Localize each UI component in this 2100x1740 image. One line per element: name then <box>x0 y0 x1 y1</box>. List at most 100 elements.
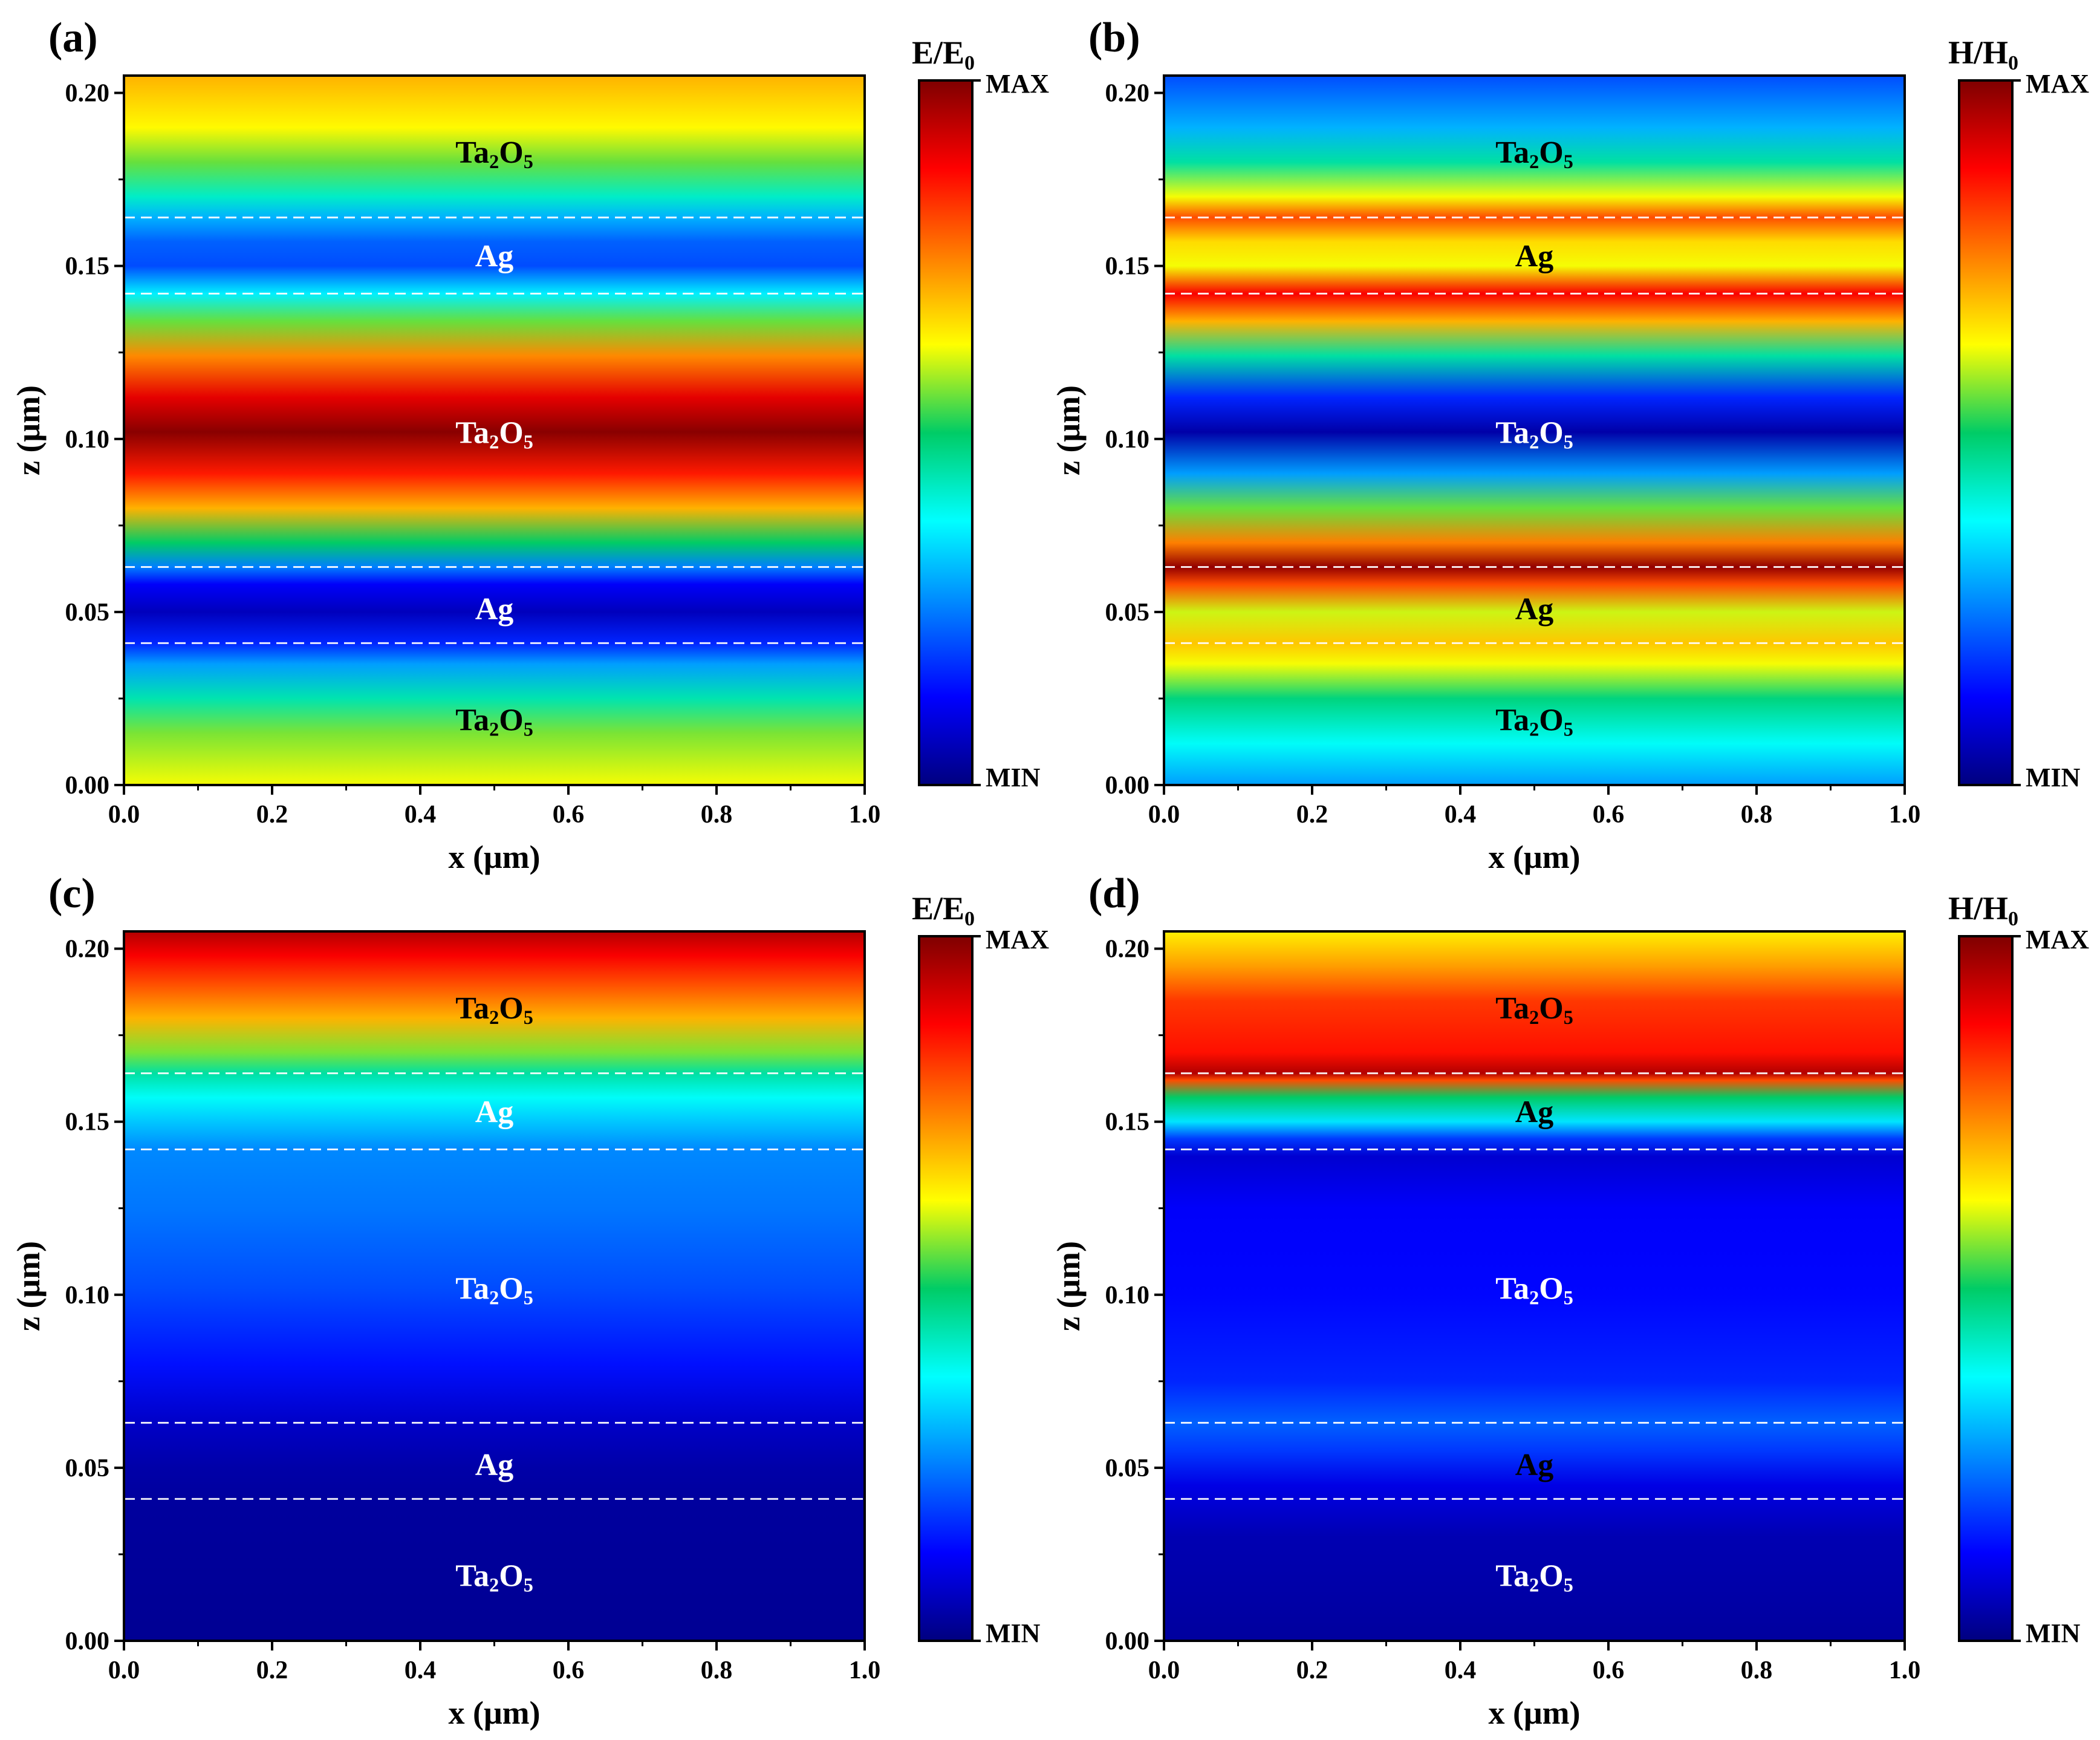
y-tick-label: 0.00 <box>1105 772 1150 800</box>
y-tick-label: 0.20 <box>65 80 110 108</box>
x-tick-label: 1.0 <box>849 1657 881 1684</box>
layer-label: Ta2O5 <box>1495 1271 1573 1308</box>
y-tick-label: 0.05 <box>65 599 110 627</box>
x-axis-label: x (μm) <box>448 839 540 875</box>
y-tick-label: 0.20 <box>1105 936 1150 963</box>
y-tick-label: 0.05 <box>1105 1455 1150 1482</box>
x-tick-label: 0.2 <box>256 801 288 829</box>
x-tick-label: 1.0 <box>1889 1657 1921 1684</box>
x-tick-label: 0.0 <box>1148 801 1180 829</box>
y-tick-label: 0.20 <box>1105 80 1150 108</box>
colorbar <box>1958 935 2014 1642</box>
y-tick-label: 0.00 <box>65 772 110 800</box>
layer-label: Ta2O5 <box>1495 135 1573 172</box>
x-tick-label: 0.2 <box>1296 801 1328 829</box>
x-tick-label: 1.0 <box>1889 801 1921 829</box>
colorbar-max-label: MAX <box>986 69 1049 99</box>
x-tick-label: 0.4 <box>1445 801 1477 829</box>
x-tick-label: 0.6 <box>1593 1657 1625 1684</box>
y-tick-label: 0.00 <box>65 1628 110 1655</box>
colorbar-min-label: MIN <box>986 763 1041 792</box>
layer-label: Ta2O5 <box>1495 1559 1573 1595</box>
x-tick-label: 0.8 <box>1741 1657 1773 1684</box>
colorbar <box>918 935 974 1642</box>
colorbar <box>918 79 974 786</box>
layer-label: Ta2O5 <box>1495 703 1573 740</box>
x-tick-label: 0.6 <box>1593 801 1625 829</box>
x-tick-label: 0.0 <box>1148 1657 1180 1684</box>
layer-label: Ta2O5 <box>455 415 533 452</box>
colorbar-min-label: MIN <box>2026 763 2081 792</box>
y-axis-label: z (μm) <box>10 385 47 475</box>
colorbar-title: H/H0 <box>1948 890 2018 930</box>
x-tick-label: 0.6 <box>553 1657 585 1684</box>
x-tick-label: 0.6 <box>553 801 585 829</box>
y-tick-label: 0.00 <box>1105 1628 1150 1655</box>
colorbar-max-label: MAX <box>2026 925 2089 954</box>
field-heatmap <box>1164 931 1905 1641</box>
panel-label: (c) <box>48 870 96 917</box>
panel-label: (d) <box>1088 870 1140 917</box>
layer-label: Ta2O5 <box>1495 991 1573 1028</box>
x-axis-label: x (μm) <box>1488 839 1580 875</box>
y-tick-label: 0.20 <box>65 936 110 963</box>
y-axis-label: z (μm) <box>10 1241 47 1331</box>
panel-b: Ta2O5 Ag Ta2O5 Ta2O5 Ag 0.00 0.05 0.10 0.15 0.20 0… <box>1050 15 2089 875</box>
layer-label: Ag <box>1515 1448 1554 1482</box>
colorbar-title: E/E0 <box>912 890 975 930</box>
y-tick-label: 0.10 <box>65 1282 110 1309</box>
colorbar-title: H/H0 <box>1948 34 2018 74</box>
x-axis-label: x (μm) <box>448 1695 540 1731</box>
panel-a: Ta2O5 Ag Ta2O5 Ta2O5 Ag 0.00 0.05 0.10 0.15 0.20 0… <box>10 15 1049 875</box>
x-tick-label: 0.8 <box>701 1657 733 1684</box>
panel-d: Ta2O5 Ag Ta2O5 Ta2O5 Ag 0.00 0.05 0.10 0.15 0.20 0… <box>1050 870 2089 1731</box>
y-tick-label: 0.10 <box>65 426 110 454</box>
layer-label: Ag <box>1515 592 1554 627</box>
x-tick-label: 0.4 <box>405 801 437 829</box>
layer-label: Ag <box>475 1095 514 1130</box>
x-tick-label: 0.0 <box>108 801 140 829</box>
y-tick-label: 0.10 <box>1105 1282 1150 1309</box>
layer-label: Ta2O5 <box>455 1559 533 1595</box>
layer-label: Ag <box>1515 1095 1554 1130</box>
y-tick-label: 0.15 <box>1105 253 1150 281</box>
x-tick-label: 0.2 <box>1296 1657 1328 1684</box>
colorbar-min-label: MIN <box>2026 1618 2081 1648</box>
y-tick-label: 0.05 <box>65 1455 110 1482</box>
y-tick-label: 0.15 <box>65 1109 110 1136</box>
field-heatmap <box>124 76 865 785</box>
y-axis-label: z (μm) <box>1050 385 1087 475</box>
colorbar-max-label: MAX <box>986 925 1049 954</box>
colorbar-min-label: MIN <box>986 1618 1041 1648</box>
layer-label: Ta2O5 <box>455 991 533 1028</box>
panel-label: (a) <box>48 15 98 61</box>
x-axis-label: x (μm) <box>1488 1695 1580 1731</box>
x-tick-label: 0.4 <box>1445 1657 1477 1684</box>
layer-label: Ag <box>475 592 514 627</box>
x-tick-label: 0.0 <box>108 1657 140 1684</box>
field-heatmap <box>1164 76 1905 785</box>
y-tick-label: 0.10 <box>1105 426 1150 454</box>
x-tick-label: 0.4 <box>405 1657 437 1684</box>
colorbar-title: E/E0 <box>912 34 975 74</box>
colorbar-max-label: MAX <box>2026 69 2089 99</box>
y-tick-label: 0.15 <box>65 253 110 281</box>
y-tick-label: 0.15 <box>1105 1109 1150 1136</box>
layer-label: Ag <box>1515 239 1554 274</box>
x-tick-label: 0.2 <box>256 1657 288 1684</box>
layer-label: Ta2O5 <box>455 703 533 740</box>
y-tick-label: 0.05 <box>1105 599 1150 627</box>
layer-label: Ta2O5 <box>455 1271 533 1308</box>
layer-label: Ta2O5 <box>1495 415 1573 452</box>
layer-label: Ag <box>475 239 514 274</box>
colorbar <box>1958 79 2014 786</box>
x-tick-label: 0.8 <box>1741 801 1773 829</box>
layer-label: Ag <box>475 1448 514 1482</box>
panel-label: (b) <box>1088 15 1140 61</box>
x-tick-label: 0.8 <box>701 801 733 829</box>
x-tick-label: 1.0 <box>849 801 881 829</box>
panel-c: Ta2O5 Ag Ta2O5 Ta2O5 Ag 0.00 0.05 0.10 0.15 0.20 0… <box>10 870 1049 1731</box>
field-heatmap <box>124 931 865 1641</box>
layer-label: Ta2O5 <box>455 135 533 172</box>
